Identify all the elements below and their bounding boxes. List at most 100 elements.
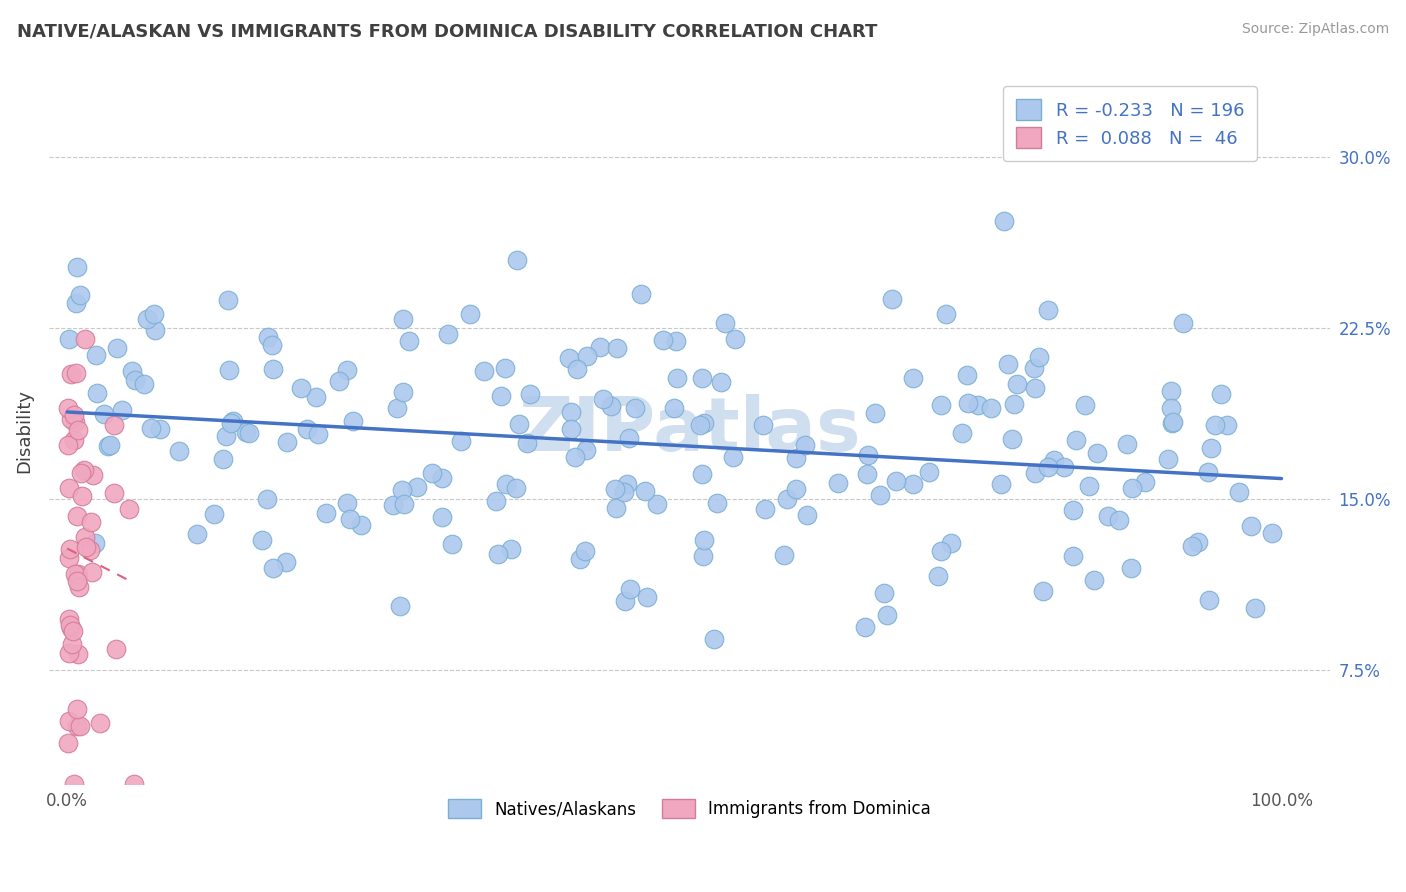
Point: [260, 338, 283, 352]
Point: [118, 502, 141, 516]
Point: [569, 551, 592, 566]
Point: [993, 214, 1015, 228]
Point: [785, 450, 807, 465]
Point: [60, 621, 83, 635]
Point: [664, 401, 686, 416]
Point: [560, 422, 582, 436]
Point: [66, 260, 89, 274]
Point: [103, 486, 125, 500]
Point: [856, 467, 879, 481]
Point: [58, 646, 80, 660]
Point: [1204, 417, 1226, 432]
Point: [1028, 350, 1050, 364]
Point: [222, 414, 245, 428]
Point: [58, 332, 80, 346]
Point: [66, 574, 89, 588]
Point: [62, 624, 84, 638]
Point: [82, 566, 104, 580]
Point: [901, 371, 924, 385]
Point: [689, 417, 711, 432]
Point: [276, 435, 298, 450]
Point: [58, 714, 80, 728]
Point: [1115, 436, 1137, 450]
Point: [1121, 482, 1143, 496]
Point: [1216, 418, 1239, 433]
Point: [1024, 381, 1046, 395]
Point: [574, 544, 596, 558]
Point: [855, 620, 877, 634]
Point: [485, 493, 508, 508]
Point: [619, 431, 641, 445]
Point: [693, 533, 716, 548]
Point: [143, 323, 166, 337]
Point: [392, 311, 415, 326]
Point: [1240, 519, 1263, 533]
Legend: Natives/Alaskans, Immigrants from Dominica: Natives/Alaskans, Immigrants from Domini…: [441, 792, 938, 825]
Point: [494, 360, 516, 375]
Point: [1024, 466, 1046, 480]
Point: [619, 582, 641, 596]
Point: [66, 702, 89, 716]
Point: [105, 342, 128, 356]
Point: [1053, 460, 1076, 475]
Point: [276, 555, 298, 569]
Point: [73, 332, 96, 346]
Point: [391, 483, 413, 497]
Text: NATIVE/ALASKAN VS IMMIGRANTS FROM DOMINICA DISABILITY CORRELATION CHART: NATIVE/ALASKAN VS IMMIGRANTS FROM DOMINI…: [17, 22, 877, 40]
Point: [385, 401, 408, 416]
Point: [721, 450, 744, 465]
Point: [1036, 303, 1059, 318]
Point: [710, 375, 733, 389]
Point: [863, 406, 886, 420]
Point: [215, 429, 238, 443]
Point: [420, 466, 443, 480]
Point: [997, 357, 1019, 371]
Point: [917, 465, 939, 479]
Point: [339, 511, 361, 525]
Point: [856, 448, 879, 462]
Point: [1036, 460, 1059, 475]
Point: [134, 377, 156, 392]
Point: [295, 422, 318, 436]
Point: [122, 777, 145, 791]
Point: [136, 311, 159, 326]
Point: [73, 463, 96, 477]
Point: [1062, 549, 1084, 563]
Point: [59, 541, 82, 556]
Point: [1097, 509, 1119, 524]
Point: [636, 591, 658, 605]
Point: [1062, 502, 1084, 516]
Point: [785, 483, 807, 497]
Point: [1199, 441, 1222, 455]
Point: [66, 423, 89, 437]
Point: [1087, 445, 1109, 459]
Point: [305, 390, 328, 404]
Point: [1157, 452, 1180, 467]
Point: [634, 483, 657, 498]
Point: [486, 547, 509, 561]
Point: [382, 498, 405, 512]
Point: [167, 444, 190, 458]
Point: [59, 367, 82, 381]
Point: [967, 398, 990, 412]
Point: [257, 330, 280, 344]
Point: [754, 502, 776, 516]
Point: [450, 434, 472, 449]
Point: [1005, 377, 1028, 392]
Point: [603, 482, 626, 496]
Point: [262, 561, 284, 575]
Point: [432, 471, 454, 485]
Point: [1073, 398, 1095, 412]
Point: [575, 349, 598, 363]
Point: [713, 316, 735, 330]
Point: [103, 418, 125, 433]
Point: [1002, 397, 1025, 411]
Point: [69, 466, 91, 480]
Point: [1043, 453, 1066, 467]
Point: [66, 509, 89, 524]
Point: [63, 777, 86, 791]
Point: [600, 399, 623, 413]
Point: [505, 481, 527, 495]
Point: [751, 418, 773, 433]
Point: [89, 715, 111, 730]
